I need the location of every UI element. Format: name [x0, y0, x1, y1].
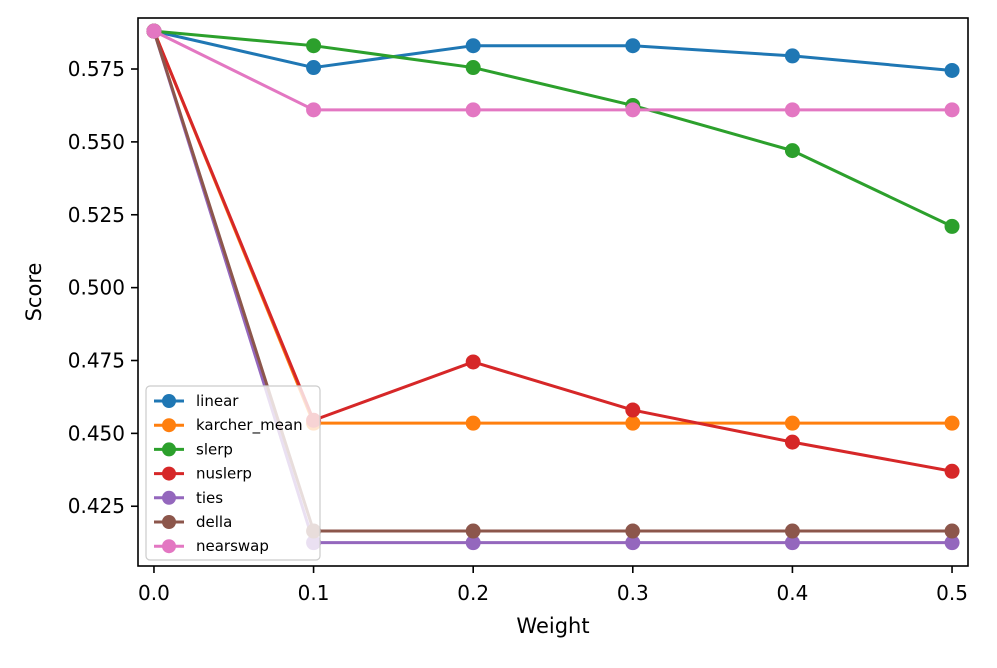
y-tick-label: 0.500	[68, 276, 125, 300]
legend-item-linear: linear	[154, 392, 239, 410]
plot-area	[146, 23, 960, 551]
x-axis-label: Weight	[516, 614, 589, 638]
series-line-linear	[152, 29, 954, 72]
data-point-slerp	[784, 143, 800, 159]
legend-item-nuslerp: nuslerp	[154, 465, 252, 483]
legend-marker	[162, 442, 176, 457]
series-nearswap	[146, 23, 960, 118]
legend-label: nearswap	[196, 537, 269, 555]
data-point-slerp	[465, 60, 481, 76]
data-point-nearswap	[465, 102, 481, 118]
y-tick-label: 0.450	[68, 421, 125, 445]
data-point-linear	[625, 38, 641, 54]
data-point-linear	[784, 48, 800, 64]
y-tick-label: 0.525	[68, 203, 125, 227]
legend-label: nuslerp	[196, 465, 252, 483]
legend-label: ties	[196, 489, 223, 507]
x-tick-label: 0.5	[936, 581, 968, 605]
legend-marker	[162, 539, 176, 554]
data-point-nearswap	[306, 102, 322, 118]
legend-label: della	[196, 513, 232, 531]
y-tick-label: 0.475	[68, 349, 125, 373]
data-point-nearswap	[944, 102, 960, 118]
legend-box	[145, 385, 321, 561]
data-point-ties	[944, 535, 960, 551]
data-point-nearswap	[784, 102, 800, 118]
y-axis-label: Score	[22, 263, 46, 322]
data-point-nearswap	[146, 23, 162, 39]
legend-item-della: della	[154, 513, 232, 531]
data-point-karcher_mean	[784, 415, 800, 431]
axes-frame	[137, 17, 969, 567]
data-point-della	[625, 523, 641, 539]
legend-item-karcher_mean: karcher_mean	[154, 416, 303, 435]
data-point-nuslerp	[944, 463, 960, 479]
legend-item-slerp: slerp	[154, 440, 233, 458]
data-point-karcher_mean	[625, 415, 641, 431]
data-point-nearswap	[625, 102, 641, 118]
data-point-ties	[465, 535, 481, 551]
data-point-della	[465, 523, 481, 539]
legend-marker	[162, 466, 176, 481]
legend-label: linear	[196, 392, 239, 410]
x-tick-label: 0.2	[457, 581, 489, 605]
data-point-slerp	[944, 218, 960, 234]
data-point-ties	[625, 535, 641, 551]
legend-label: karcher_mean	[196, 416, 303, 435]
data-point-della	[944, 523, 960, 539]
series-linear	[146, 23, 960, 78]
series-karcher_mean	[146, 23, 960, 431]
data-point-karcher_mean	[465, 415, 481, 431]
data-point-linear	[465, 38, 481, 54]
data-point-della	[784, 523, 800, 539]
data-point-nuslerp	[625, 402, 641, 418]
legend-item-ties: ties	[154, 489, 223, 507]
series-slerp	[146, 23, 960, 234]
y-tick-label: 0.575	[68, 57, 125, 81]
legend-marker	[162, 515, 176, 529]
data-point-karcher_mean	[944, 415, 960, 431]
data-point-linear	[306, 60, 322, 76]
legend-marker	[162, 418, 176, 433]
legend-marker	[162, 490, 176, 505]
x-tick-label: 0.3	[617, 581, 649, 605]
data-point-slerp	[306, 38, 322, 54]
axes: 0.0 0.1 0.2 0.3 0.4 0.5 0.425 0.450 0.475 0.500 0.…	[68, 17, 969, 605]
y-tick-label: 0.550	[68, 130, 125, 154]
series-line-slerp	[152, 29, 954, 228]
data-point-linear	[944, 62, 960, 78]
legend-label: slerp	[196, 440, 233, 458]
x-tick-label: 0.4	[777, 581, 809, 605]
data-point-nuslerp	[784, 434, 800, 450]
legend-item-nearswap: nearswap	[154, 537, 269, 555]
x-tick-label: 0.0	[138, 581, 170, 605]
series-line-nuslerp	[152, 29, 954, 473]
x-tick-label: 0.1	[298, 581, 330, 605]
series-line-nearswap	[152, 29, 954, 112]
data-point-ties	[784, 535, 800, 551]
data-point-nuslerp	[465, 354, 481, 370]
y-tick-label: 0.425	[68, 494, 125, 518]
legend-marker	[162, 394, 176, 408]
